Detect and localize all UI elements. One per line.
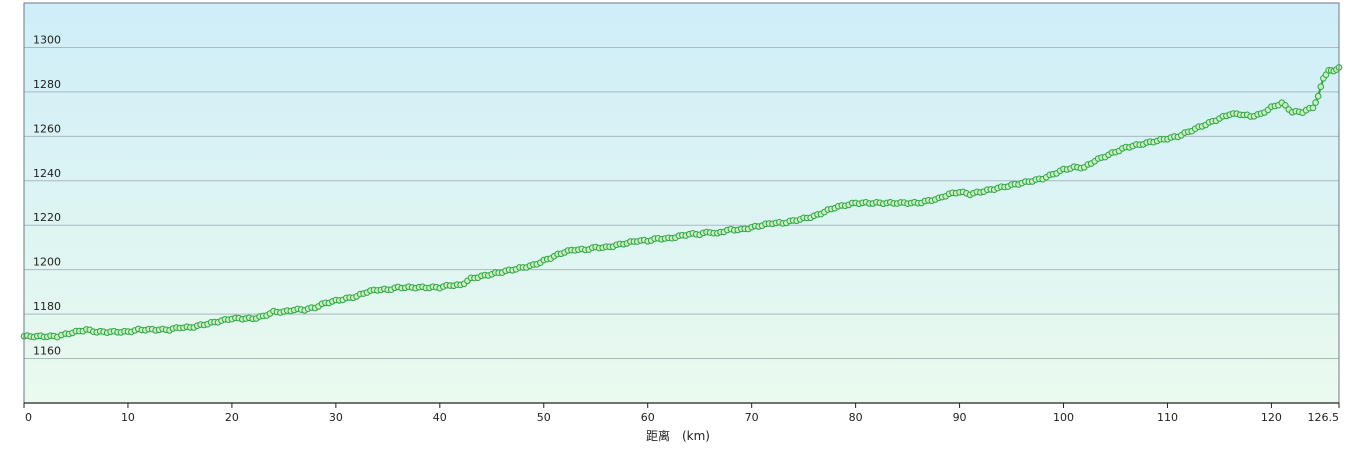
elevation-markers — [20, 64, 1343, 341]
x-tick-label: 70 — [745, 411, 759, 424]
y-tick-label: 1200 — [33, 256, 61, 269]
grid-lines — [24, 46, 1339, 360]
x-tick-label: 30 — [329, 411, 343, 424]
x-tick-label: 100 — [1053, 411, 1074, 424]
data-point — [1312, 99, 1319, 106]
y-tick-label: 1280 — [33, 78, 61, 91]
x-tick-label: 10 — [121, 411, 135, 424]
plot-background — [24, 3, 1339, 403]
x-tick-label: 60 — [641, 411, 655, 424]
x-tick-label: 90 — [953, 411, 967, 424]
x-tick-label: 50 — [537, 411, 551, 424]
data-point — [1317, 83, 1325, 90]
x-tick-label: 80 — [849, 411, 863, 424]
x-tick-label: 20 — [225, 411, 239, 424]
x-tick-label: 126.5 — [1308, 411, 1340, 424]
x-axis-label: 距离 (km) — [646, 428, 710, 443]
y-tick-label: 1240 — [33, 167, 61, 180]
data-point — [1314, 92, 1322, 100]
x-axis-ticks: 0 10 20 30 40 50 60 70 80 90 100 110 120 126.5 — [23, 403, 1340, 424]
x-tick-label: 110 — [1157, 411, 1178, 424]
y-axis-ticks: 1160 1180 1200 1220 1240 1260 1280 1300 — [33, 33, 61, 357]
y-tick-label: 1300 — [33, 33, 61, 46]
x-tick-label: 40 — [433, 411, 447, 424]
x-tick-label: 120 — [1261, 411, 1282, 424]
x-tick-label: 0 — [25, 411, 32, 424]
y-tick-label: 1160 — [33, 345, 61, 358]
y-tick-label: 1180 — [33, 300, 61, 313]
y-tick-label: 1220 — [33, 211, 61, 224]
data-point — [1309, 104, 1317, 112]
y-tick-label: 1260 — [33, 122, 61, 135]
data-point — [1282, 102, 1289, 109]
